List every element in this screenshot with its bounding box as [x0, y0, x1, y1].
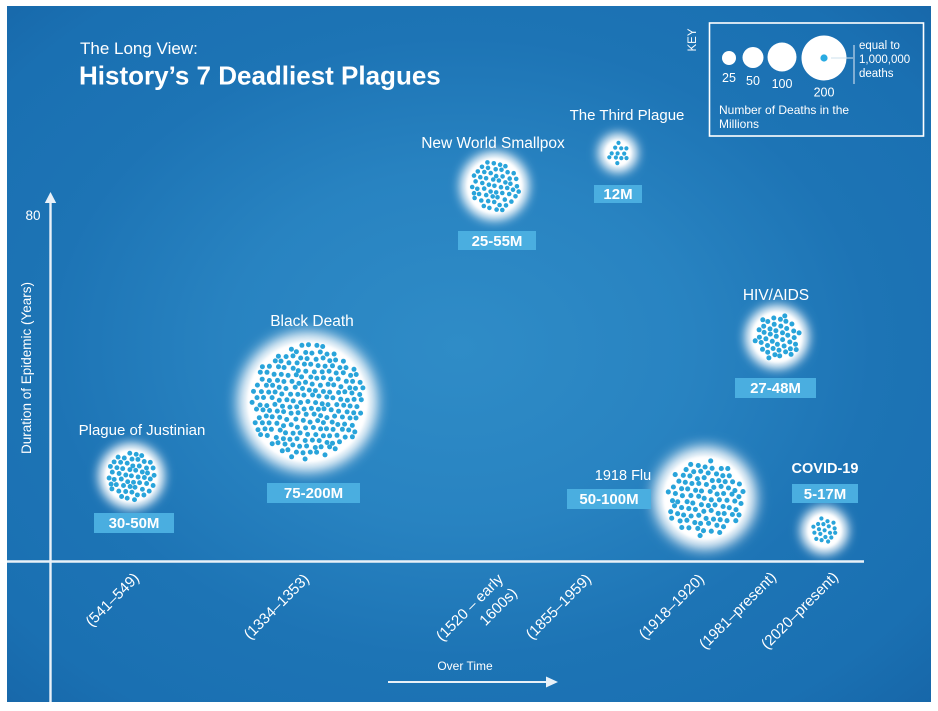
svg-text:100: 100 [772, 77, 793, 91]
svg-text:5-17M: 5-17M [804, 486, 847, 503]
svg-text:Duration of Epidemic (Years): Duration of Epidemic (Years) [19, 282, 34, 454]
svg-text:50-100M: 50-100M [579, 491, 638, 508]
svg-text:Millions: Millions [719, 117, 759, 131]
svg-text:27-48M: 27-48M [750, 380, 801, 397]
svg-text:200: 200 [814, 86, 835, 100]
svg-text:80: 80 [25, 208, 40, 223]
svg-text:Black Death: Black Death [270, 313, 354, 330]
svg-text:Plague of Justinian: Plague of Justinian [79, 422, 206, 439]
svg-text:History’s 7 Deadliest Plagues: History’s 7 Deadliest Plagues [79, 61, 441, 91]
svg-text:25: 25 [722, 71, 736, 85]
svg-text:KEY: KEY [687, 28, 699, 51]
svg-text:COVID-19: COVID-19 [792, 461, 859, 477]
svg-text:25-55M: 25-55M [472, 233, 523, 250]
svg-text:75-200M: 75-200M [284, 485, 343, 502]
svg-text:equal to: equal to [859, 40, 900, 52]
svg-text:30-50M: 30-50M [109, 515, 160, 532]
svg-text:The Long View:: The Long View: [80, 39, 198, 58]
svg-text:1,000,000: 1,000,000 [859, 54, 910, 66]
svg-text:1918 Flu: 1918 Flu [595, 468, 651, 484]
svg-text:New World Smallpox: New World Smallpox [421, 135, 565, 152]
svg-text:Number of Deaths in the: Number of Deaths in the [719, 103, 849, 117]
svg-text:deaths: deaths [859, 68, 894, 80]
svg-text:12M: 12M [603, 186, 632, 203]
svg-text:The Third Plague: The Third Plague [570, 107, 685, 124]
svg-text:HIV/AIDS: HIV/AIDS [743, 287, 809, 304]
svg-text:Over Time: Over Time [437, 659, 493, 673]
svg-text:50: 50 [746, 74, 760, 88]
